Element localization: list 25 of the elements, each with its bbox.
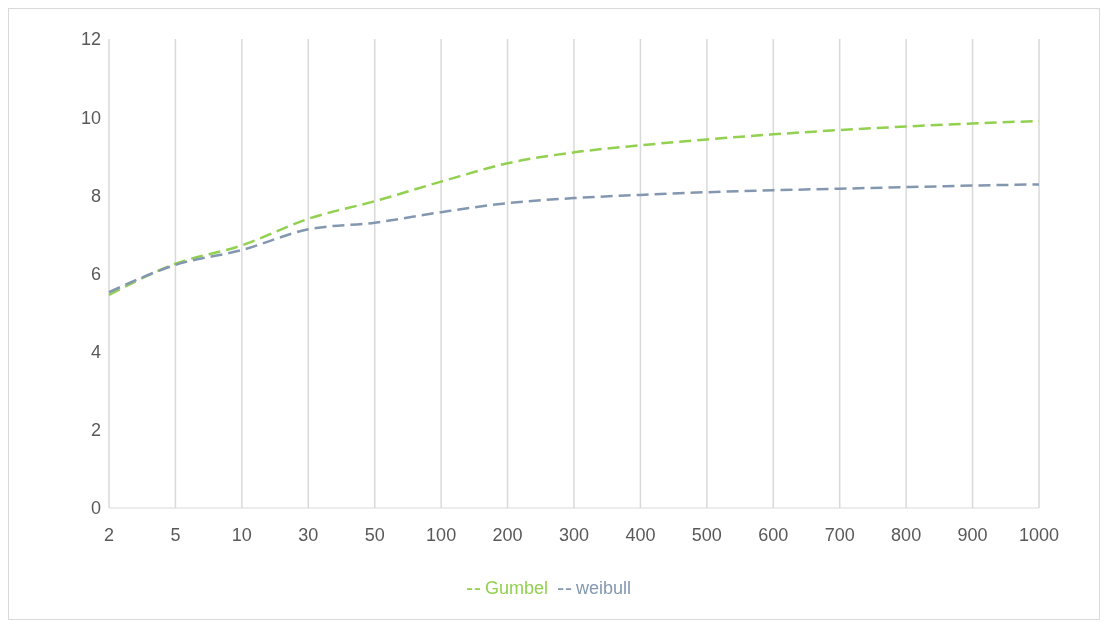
- y-tick-label: 6: [90, 263, 101, 284]
- x-tick-label: 800: [891, 524, 922, 545]
- y-tick-label: 10: [80, 107, 101, 128]
- x-tick-label: 200: [492, 524, 523, 545]
- x-tick-label: 2: [103, 524, 115, 545]
- x-tick-label: 300: [558, 524, 590, 545]
- y-tick-label: 4: [90, 342, 101, 363]
- x-tick-label: 100: [426, 524, 457, 545]
- x-tick-label: 10: [231, 524, 252, 545]
- y-tick-label: 8: [90, 185, 101, 206]
- legend-label: Gumbel: [484, 578, 548, 598]
- x-tick-label: 400: [625, 524, 656, 545]
- x-tick-label: 50: [364, 524, 385, 545]
- x-tick-label: 1000: [1018, 524, 1060, 545]
- legend-label: weibull: [576, 578, 632, 598]
- x-tick-label: 30: [298, 524, 319, 545]
- y-tick-label: 0: [90, 498, 101, 519]
- x-tick-label: 5: [170, 524, 181, 545]
- x-tick-label: 500: [691, 524, 722, 545]
- x-tick-label: 900: [957, 524, 988, 545]
- line-series: [107, 183, 1041, 294]
- x-tick-label: 600: [758, 524, 789, 545]
- y-tick-label: 12: [80, 29, 101, 50]
- x-tick-label: 700: [824, 524, 855, 545]
- y-tick-label: 2: [90, 420, 101, 441]
